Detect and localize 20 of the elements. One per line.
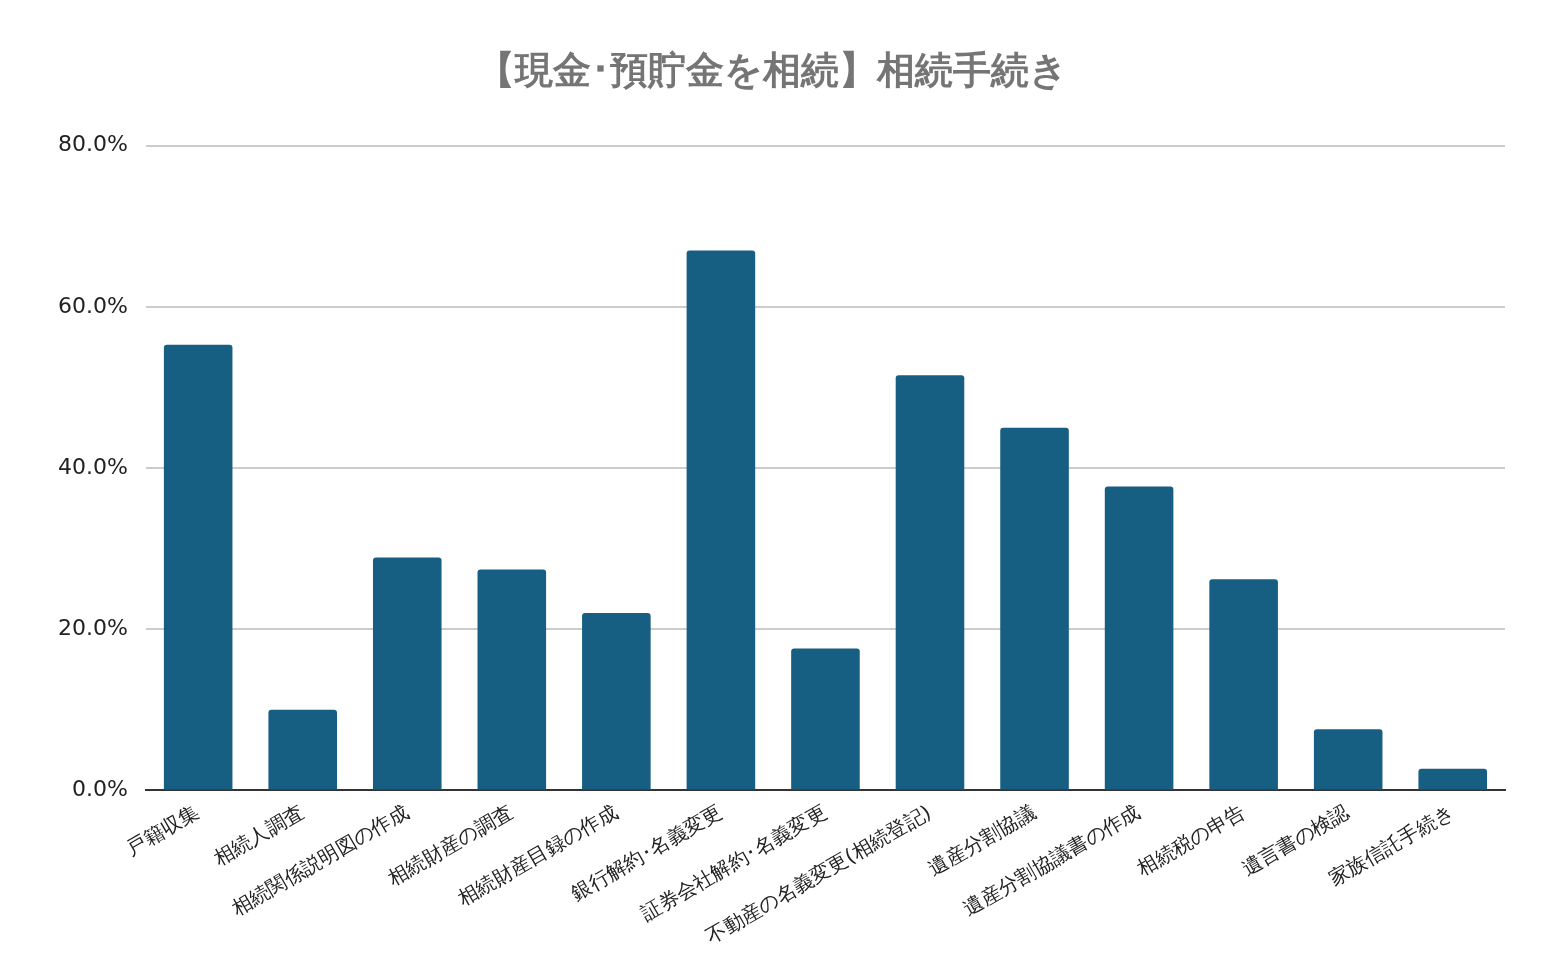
bar: [1000, 427, 1069, 790]
bar: [582, 613, 651, 790]
y-tick-label: 0.0%: [71, 776, 128, 802]
bar: [686, 250, 756, 790]
bar: [1104, 486, 1174, 790]
bar: [1418, 768, 1488, 790]
x-tick-label: 戸籍収集: [121, 799, 204, 861]
bar: [163, 344, 233, 790]
y-tick-label: 40.0%: [58, 453, 128, 479]
y-tick-label: 60.0%: [58, 292, 128, 318]
bar: [268, 709, 337, 790]
y-tick-label: 20.0%: [58, 614, 128, 640]
bar: [372, 557, 442, 790]
bar: [1313, 729, 1383, 790]
chart-title: 【現金･預貯金を相続】相続手続き: [477, 47, 1068, 92]
bar: [791, 648, 860, 790]
bar: [477, 569, 547, 790]
bar: [895, 375, 965, 790]
y-tick-label: 80.0%: [58, 131, 128, 157]
bar: [1209, 579, 1278, 790]
